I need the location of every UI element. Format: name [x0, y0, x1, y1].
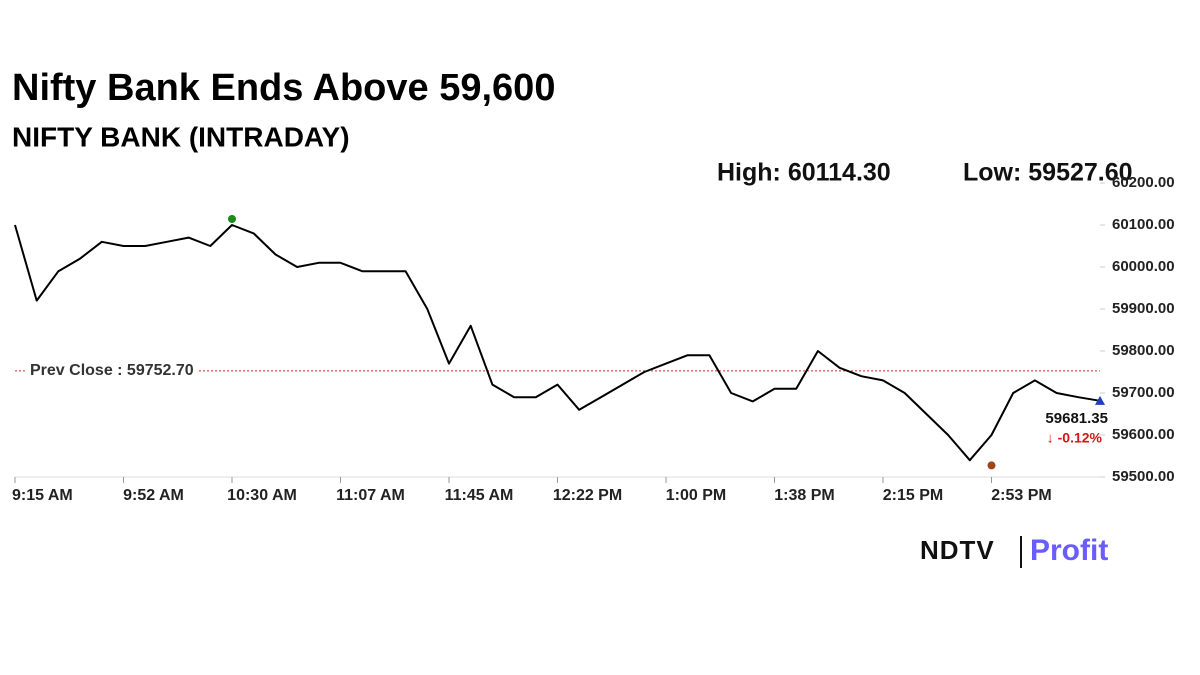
x-tick-label: 9:15 AM [12, 487, 73, 504]
low-label: Low: 59527.60 [963, 159, 1133, 187]
x-tick-label: 11:07 AM [336, 487, 405, 504]
x-tick-label: 11:45 AM [445, 487, 514, 504]
change-label: ↓ -0.12% [1047, 430, 1103, 446]
chart-title: Nifty Bank Ends Above 59,600 [12, 67, 555, 109]
x-tick-label: 9:52 AM [123, 487, 184, 504]
x-tick-label: 10:30 AM [227, 487, 297, 504]
x-tick-label: 2:15 PM [883, 487, 943, 504]
logo-left: NDTV [920, 535, 995, 565]
x-tick-label: 1:38 PM [774, 487, 834, 504]
last-marker [1095, 395, 1105, 405]
high-label: High: 60114.30 [717, 159, 891, 187]
y-tick-label: 59800.00 [1112, 342, 1175, 359]
y-tick-label: 59700.00 [1112, 384, 1175, 401]
logo-right: Profit [1030, 534, 1108, 567]
prev-close-label: Prev Close : 59752.70 [30, 362, 194, 379]
y-tick-label: 59900.00 [1112, 300, 1175, 317]
y-tick-label: 60100.00 [1112, 216, 1175, 233]
low-marker [987, 461, 996, 470]
y-tick-label: 59600.00 [1112, 426, 1175, 443]
price-line [14, 224, 1101, 462]
y-tick-label: 60000.00 [1112, 258, 1175, 275]
y-tick-label: 60200.00 [1112, 174, 1175, 191]
high-marker [228, 214, 236, 223]
x-tick-label: 2:53 PM [991, 487, 1051, 504]
last-label: 59681.35 [1045, 410, 1108, 427]
x-tick-label: 12:22 PM [553, 487, 622, 504]
x-tick-label: 1:00 PM [666, 487, 726, 504]
chart-subtitle: NIFTY BANK (INTRADAY) [12, 121, 350, 152]
prev-close-bg [26, 360, 198, 382]
y-tick-label: 59500.00 [1112, 468, 1175, 485]
